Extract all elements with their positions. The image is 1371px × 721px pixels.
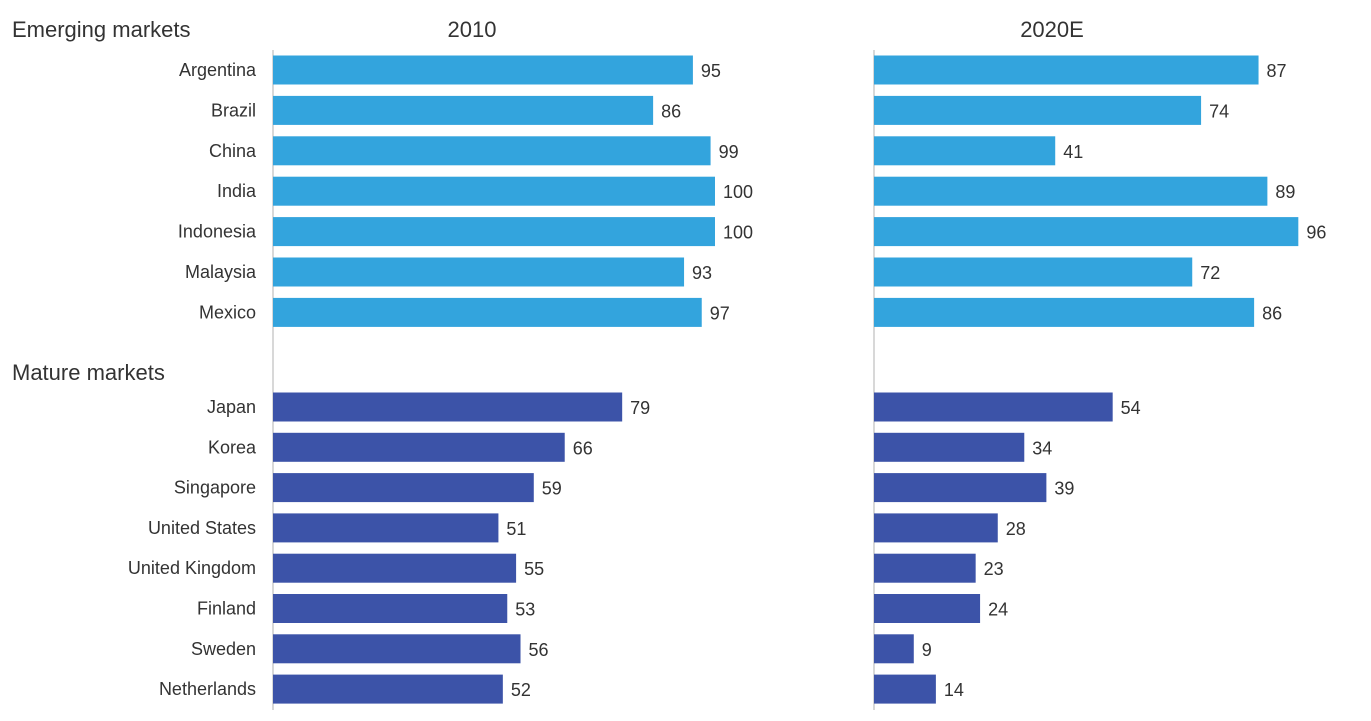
data-label: 59 (542, 479, 562, 499)
panel-title-2010: 2010 (448, 17, 497, 42)
bar (273, 217, 715, 247)
bar (874, 257, 1193, 287)
data-label: 51 (506, 519, 526, 539)
data-label: 100 (723, 223, 753, 243)
panel-title-2020E: 2020E (1020, 17, 1084, 42)
data-label: 9 (922, 640, 932, 660)
category-label: Finland (197, 599, 256, 619)
bar (874, 634, 914, 664)
category-label: Mexico (199, 302, 256, 322)
bar (273, 392, 623, 422)
category-label: Malaysia (185, 262, 257, 282)
category-label: Brazil (211, 100, 256, 120)
data-label: 89 (1275, 182, 1295, 202)
bar (874, 674, 936, 704)
category-label: Singapore (174, 478, 256, 498)
category-label: United States (148, 518, 256, 538)
category-label: India (217, 181, 257, 201)
data-label: 100 (723, 182, 753, 202)
category-label: China (209, 141, 257, 161)
data-label: 87 (1267, 61, 1287, 81)
data-label: 86 (661, 101, 681, 121)
data-label: 53 (515, 600, 535, 620)
bar (273, 553, 517, 583)
data-label: 55 (524, 559, 544, 579)
bar (874, 473, 1047, 503)
bar (273, 55, 693, 85)
data-label: 41 (1063, 142, 1083, 162)
data-label: 79 (630, 398, 650, 418)
data-label: 66 (573, 438, 593, 458)
bar (273, 176, 715, 206)
data-label: 97 (710, 303, 730, 323)
data-label: 95 (701, 61, 721, 81)
data-label: 24 (988, 600, 1008, 620)
data-label: 28 (1006, 519, 1026, 539)
data-label: 86 (1262, 303, 1282, 323)
bar (874, 392, 1113, 422)
bar (273, 297, 702, 327)
data-label: 99 (719, 142, 739, 162)
data-label: 23 (984, 559, 1004, 579)
group-label-1: Mature markets (12, 360, 165, 385)
category-label: Korea (208, 437, 257, 457)
bar (273, 674, 503, 704)
category-label: Sweden (191, 639, 256, 659)
bar (273, 432, 565, 462)
data-label: 52 (511, 680, 531, 700)
bar (273, 634, 521, 664)
data-label: 72 (1200, 263, 1220, 283)
bar (273, 473, 534, 503)
bar (874, 217, 1299, 247)
category-label: Argentina (179, 60, 257, 80)
bar (273, 513, 499, 543)
category-label: Netherlands (159, 679, 256, 699)
data-label: 34 (1032, 438, 1052, 458)
bar (273, 95, 654, 125)
data-label: 96 (1306, 223, 1326, 243)
bar (874, 55, 1259, 85)
bar (273, 594, 508, 623)
bar (273, 136, 711, 166)
bar (874, 553, 976, 583)
group-label-0: Emerging markets (12, 17, 191, 42)
bar (874, 594, 981, 623)
bar (874, 297, 1255, 327)
data-label: 54 (1121, 398, 1141, 418)
data-label: 74 (1209, 101, 1229, 121)
bar (874, 513, 998, 543)
bar (874, 136, 1056, 166)
bar (874, 432, 1025, 462)
data-label: 14 (944, 680, 964, 700)
bar (273, 257, 685, 287)
category-label: United Kingdom (128, 558, 256, 578)
data-label: 39 (1054, 479, 1074, 499)
category-label: Indonesia (178, 222, 257, 242)
bar (874, 176, 1268, 206)
data-label: 93 (692, 263, 712, 283)
category-label: Japan (207, 397, 256, 417)
data-label: 56 (529, 640, 549, 660)
bar (874, 95, 1202, 125)
